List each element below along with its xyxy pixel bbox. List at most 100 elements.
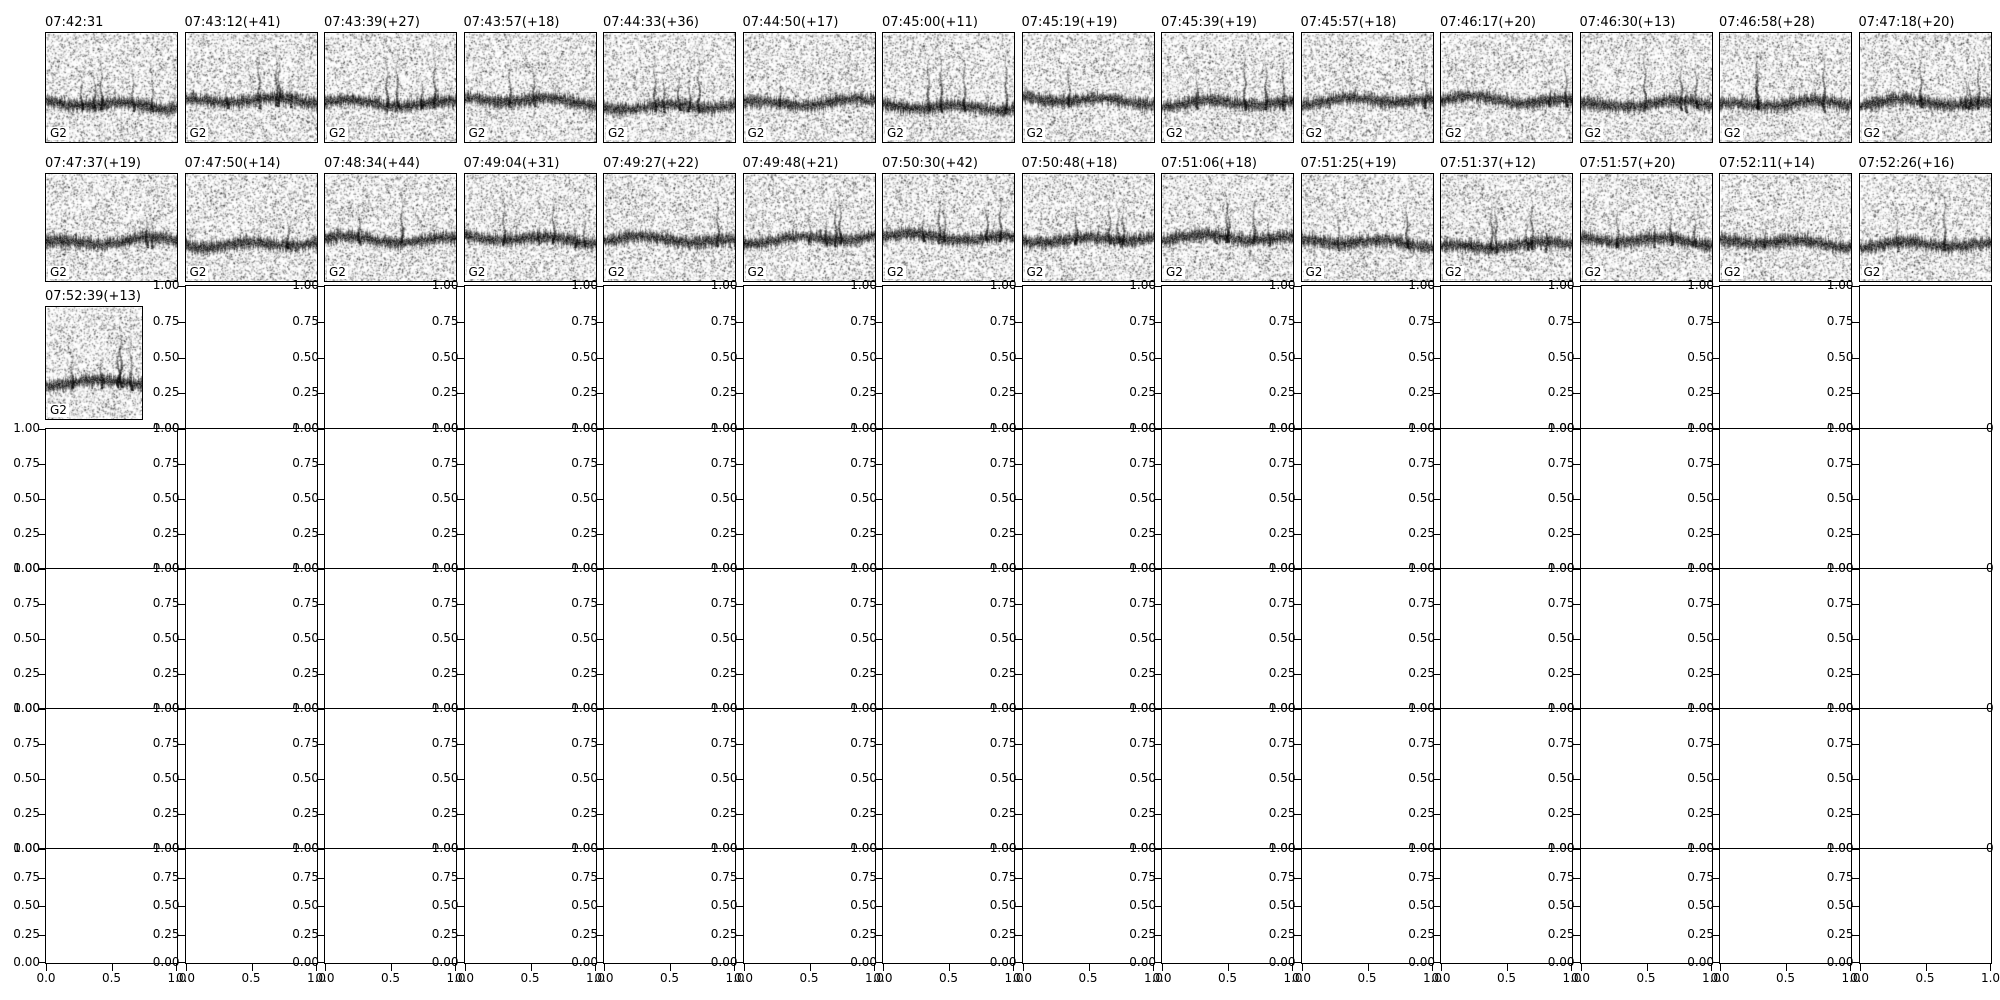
y-tick-label: 0.50 — [989, 349, 1017, 364]
y-tick-mark — [1851, 322, 1859, 323]
empty-axes: 1.000.750.500.250.00 — [711, 701, 876, 855]
y-tick-mark — [735, 744, 743, 745]
panel-timestamp-title: 07:45:57(+18) — [1300, 15, 1397, 30]
y-tick-mark — [1851, 906, 1859, 907]
y-tick-label: 0.50 — [431, 898, 459, 912]
y-tick-label: 0.50 — [989, 771, 1017, 785]
x-tick-mark — [594, 964, 596, 971]
y-tick-label: 1.00 — [152, 841, 180, 855]
y-tick-mark — [1154, 878, 1161, 879]
empty-axes: 1.000.750.500.250.00 — [1687, 561, 1852, 715]
y-tick-label: 0.75 — [1687, 596, 1714, 610]
y-tick-mark — [1851, 358, 1859, 359]
y-tick-label: 0.75 — [989, 736, 1017, 750]
y-tick-label: 0.75 — [152, 456, 180, 470]
y-tick-mark — [38, 568, 45, 569]
panel-channel-label: G2 — [1024, 265, 1046, 279]
y-tick-label: 0.75 — [1129, 869, 1156, 884]
y-tick-label: 0.50 — [1687, 349, 1714, 364]
y-tick-mark — [1154, 429, 1161, 430]
y-tick-label: 0.75 — [1268, 456, 1296, 470]
y-tick-label: 0.25 — [1408, 666, 1435, 680]
y-tick-label: 0.50 — [850, 631, 877, 645]
y-tick-mark — [1851, 779, 1859, 780]
y-tick-label: 0.25 — [850, 666, 877, 680]
y-tick-mark — [735, 779, 743, 780]
y-tick-mark — [177, 499, 185, 500]
y-tick-label: 0.50 — [152, 491, 180, 505]
y-tick-label: 0.50 — [152, 349, 180, 364]
spectrogram-image — [604, 174, 735, 281]
y-tick-mark — [1293, 962, 1301, 963]
x-tick-mark — [1925, 964, 1927, 971]
y-tick-mark — [1433, 534, 1440, 535]
y-tick-mark — [38, 464, 45, 465]
y-tick-label: 0.25 — [571, 926, 598, 941]
x-tick-label: 0.0 — [733, 971, 754, 985]
y-tick-mark — [1014, 878, 1022, 879]
y-tick-label: 0.25 — [1129, 926, 1156, 941]
spectrogram-panel: 07:50:30(+42) G2 — [882, 156, 1015, 282]
panel-channel-label: G2 — [606, 126, 627, 140]
empty-axes: 1.000.750.500.250.00 — [432, 421, 597, 575]
y-tick-mark — [456, 322, 464, 323]
y-tick-label: 0.50 — [1687, 631, 1714, 645]
y-tick-label: 0.75 — [989, 596, 1017, 610]
y-tick-mark — [735, 708, 743, 709]
y-tick-label: 0.50 — [292, 491, 319, 505]
spectrogram-image — [1022, 174, 1154, 281]
x-tick-label: 1.0 — [864, 971, 885, 985]
y-tick-label: 1.00 — [1826, 561, 1854, 575]
y-tick-label: 0.75 — [710, 313, 738, 328]
y-tick-mark — [1014, 569, 1022, 570]
y-tick-label: 0.75 — [571, 313, 598, 328]
y-tick-label: 0.25 — [152, 526, 180, 540]
y-tick-label: 0.50 — [1268, 491, 1296, 505]
y-tick-mark — [1851, 708, 1859, 709]
empty-axes: 1.00 0.75 0.50 0.25 0.00 0.0 0.5 1.0 — [1687, 841, 1860, 985]
x-tick-mark — [391, 964, 392, 971]
y-tick-label: 1.00 — [292, 841, 319, 855]
y-tick-mark — [1014, 848, 1022, 849]
x-tick-mark — [1859, 964, 1861, 971]
y-tick-label: 0.50 — [431, 771, 459, 785]
y-tick-mark — [1572, 429, 1580, 430]
panel-timestamp-title: 07:49:04(+31) — [463, 156, 560, 171]
y-tick-mark — [456, 779, 464, 780]
empty-axes: 1.000.750.500.250.00 — [1269, 561, 1434, 715]
spectrogram-image — [1301, 174, 1433, 281]
y-tick-label: 0.00 — [431, 955, 459, 969]
x-tick-label: 0.0 — [1710, 971, 1730, 985]
spectrogram-panel: 07:43:57(+18) G2 — [463, 15, 597, 143]
spectrogram-panel: 07:43:12(+41) G2 — [184, 15, 318, 143]
x-tick-mark — [315, 964, 317, 971]
y-tick-mark — [1851, 935, 1859, 936]
y-tick-mark — [596, 639, 603, 640]
y-tick-label: 1.00 — [1408, 561, 1435, 575]
panel-timestamp-title: 07:45:19(+19) — [1021, 15, 1118, 30]
y-tick-label: 0.50 — [571, 349, 598, 364]
y-tick-mark — [456, 534, 464, 535]
y-tick-label: 0.75 — [1268, 596, 1296, 610]
y-tick-label: 0.00 — [1408, 955, 1435, 969]
y-tick-label: 1.00 — [1687, 278, 1714, 292]
y-tick-mark — [456, 358, 464, 359]
y-tick-mark — [1293, 534, 1301, 535]
spectrogram-image — [1162, 33, 1293, 142]
y-tick-mark — [1154, 935, 1161, 936]
y-tick-label: 1.00 — [13, 701, 40, 715]
y-tick-mark — [456, 499, 464, 500]
x-tick-mark — [809, 964, 811, 971]
y-tick-mark — [1572, 935, 1580, 936]
y-tick-label: 1.00 — [13, 561, 40, 575]
panel-timestamp-title: 07:52:39(+13) — [45, 289, 141, 304]
y-tick-label: 0.75 — [1129, 456, 1156, 470]
y-tick-mark — [1154, 709, 1161, 710]
y-tick-label: 0.25 — [989, 666, 1017, 680]
y-tick-mark — [1572, 499, 1580, 500]
y-tick-mark — [456, 464, 464, 465]
y-tick-label: 1.00 — [13, 421, 40, 435]
y-tick-mark — [1851, 428, 1859, 429]
y-tick-mark — [1572, 744, 1580, 745]
y-tick-mark — [1014, 393, 1022, 394]
